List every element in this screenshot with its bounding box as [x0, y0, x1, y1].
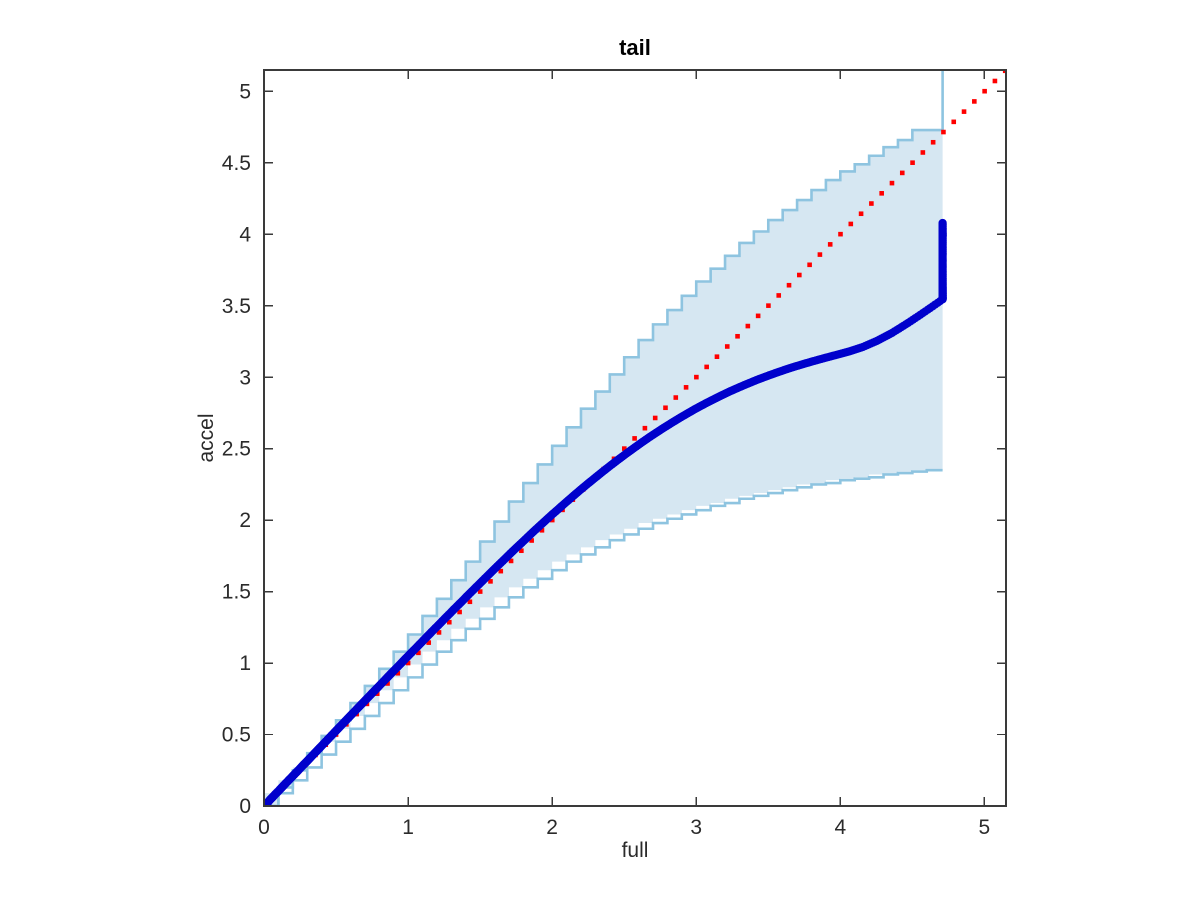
reference-line-dot: [745, 323, 751, 329]
y-axis-label: accel: [195, 413, 218, 462]
reference-line-dot: [807, 262, 812, 268]
reference-line-dot: [982, 88, 987, 94]
reference-line-dot: [972, 99, 977, 104]
reference-line-dot: [797, 272, 802, 278]
y-tick-label: 3.5: [222, 295, 251, 318]
y-tick-label: 4: [239, 223, 251, 246]
reference-line-dot: [735, 333, 740, 339]
y-tick-label: 1: [239, 652, 251, 675]
reference-line-dot: [519, 548, 524, 554]
quantile-data-points: [264, 218, 947, 806]
y-tick-label: 2: [239, 509, 251, 532]
reference-line-dot: [642, 425, 648, 431]
reference-line-dot: [961, 109, 967, 114]
reference-line-dot: [498, 568, 504, 574]
y-tick-label: 0: [239, 795, 251, 818]
reference-line-dot: [889, 180, 895, 186]
reference-line-dot: [385, 681, 390, 686]
reference-line-dot: [858, 211, 864, 217]
reference-line-dot: [663, 405, 668, 411]
reference-line-dot: [457, 609, 462, 615]
reference-line-dot: [539, 527, 545, 533]
x-tick-label: 1: [402, 816, 414, 839]
page-title: tail: [619, 35, 651, 60]
reference-line-dot: [848, 221, 854, 227]
reference-line-dot: [776, 293, 782, 298]
x-tick-label: 2: [546, 816, 558, 839]
x-tick-label: 4: [834, 816, 846, 839]
reference-line-dot: [869, 201, 874, 206]
reference-line-dot: [817, 252, 823, 257]
reference-line-dot: [632, 436, 637, 441]
y-tick-label: 0.5: [222, 724, 251, 747]
y-tick-label: 5: [239, 80, 251, 103]
y-tick-label: 3: [239, 366, 251, 389]
x-axis-label: full: [622, 839, 649, 862]
reference-line-dot: [652, 415, 658, 421]
confidence-band-fill: [264, 70, 943, 806]
y-tick-label: 1.5: [222, 581, 251, 604]
x-tick-label: 3: [690, 816, 702, 839]
y-tick-label: 4.5: [222, 152, 251, 175]
reference-line-dot: [714, 354, 720, 360]
reference-line-dot: [838, 231, 843, 237]
reference-line-dot: [910, 160, 915, 165]
reference-line-dot: [488, 579, 493, 584]
reference-line-dot: [395, 670, 401, 676]
reference-line-dot: [766, 303, 771, 308]
reference-line-dot: [1002, 70, 1006, 74]
confidence-band-upper-edge: [264, 70, 944, 806]
reference-line-dot: [941, 129, 946, 135]
reference-line-dot: [899, 170, 905, 176]
reference-line-dot: [683, 385, 689, 390]
reference-line-dot: [786, 282, 792, 288]
reference-line-dot: [467, 599, 473, 605]
data-point: [938, 218, 947, 228]
reference-line-dot: [549, 517, 555, 523]
x-tick-label: 5: [979, 816, 991, 839]
reference-line-dot: [416, 650, 421, 656]
axis-frame: [263, 69, 1007, 807]
reference-line-dot: [426, 640, 432, 645]
y-tick-label: 2.5: [222, 438, 251, 461]
reference-line-dot: [447, 619, 452, 625]
reference-line-dot: [827, 242, 833, 247]
reference-line-dot: [992, 78, 998, 84]
reference-line-dot: [477, 589, 483, 594]
reference-line-dot: [704, 364, 709, 370]
reference-line-dot: [920, 150, 926, 155]
reference-line-dot: [951, 119, 957, 125]
reference-line-dot: [755, 313, 761, 319]
y-axis-ticks: 0 0.5 1 1.5 2 2.5 3 3.5 4 4.5 5: [222, 80, 1006, 818]
reference-line-dot: [879, 191, 884, 196]
reference-line-dot: [508, 558, 514, 564]
reference-line-dot: [724, 344, 730, 349]
confidence-band-lower-edge: [264, 468, 943, 806]
reference-line-dot: [529, 538, 534, 543]
reference-line-dot: [405, 660, 411, 666]
x-axis-ticks: 0 1 2 3 4 5: [258, 70, 990, 839]
reference-line-dot: [930, 139, 936, 145]
reference-line-dot: [622, 446, 627, 451]
reference-line-dot: [673, 395, 679, 400]
x-tick-label: 0: [258, 816, 270, 839]
reference-line-dot: [694, 374, 699, 380]
reference-line-dot: [436, 630, 442, 635]
